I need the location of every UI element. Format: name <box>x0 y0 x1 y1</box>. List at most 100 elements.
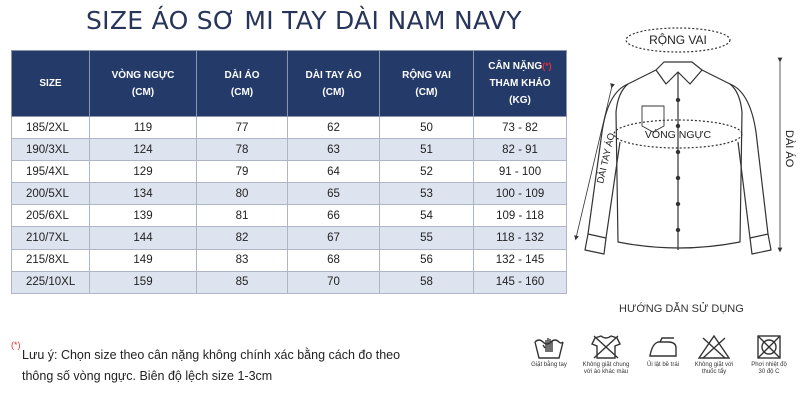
table-cell: 78 <box>196 138 288 162</box>
header-length: DÀI ÁO (CM) <box>196 50 288 117</box>
header-unit: (CM) <box>230 86 254 98</box>
hand-wash-icon <box>534 338 564 359</box>
no-dryer-icon <box>697 334 731 359</box>
length-label: DÀI ÁO <box>783 130 796 168</box>
care-item-hand-wash: Giặt bằng tay <box>520 334 578 369</box>
table-cell: 85 <box>196 270 288 294</box>
table-row: 200/5XL 134 80 65 53 100 - 109 <box>11 182 567 206</box>
table-cell: 124 <box>89 138 197 162</box>
header-label: DÀI TAY ÁO <box>305 69 362 81</box>
table-cell: 67 <box>287 226 380 250</box>
care-label-2: 30 độ C <box>758 369 780 375</box>
header-size: SIZE <box>11 50 90 117</box>
table-row: 210/7XL 144 82 67 55 118 - 132 <box>11 226 567 250</box>
table-cell: 144 <box>89 226 197 250</box>
care-label-2: với áo khác màu <box>583 369 629 375</box>
table-row: 225/10XL 159 85 70 58 145 - 160 <box>11 270 567 294</box>
table-cell: 66 <box>287 204 380 228</box>
table-cell: 55 <box>379 226 474 250</box>
header-unit: (CM) <box>415 86 438 98</box>
header-label: RỘNG VAI <box>402 69 451 81</box>
table-cell: 83 <box>196 248 288 272</box>
care-label: Ủi lật bề trái <box>646 362 679 368</box>
care-item-sun-dry: Phơi nhiệt độ 30 độ C <box>740 334 798 376</box>
table-row: 190/3XL 124 78 63 51 82 - 91 <box>11 138 567 162</box>
table-cell: 52 <box>379 160 474 184</box>
header-sleeve: DÀI TAY ÁO (CM) <box>287 50 380 117</box>
table-cell: 149 <box>89 248 197 272</box>
table-cell: 100 - 109 <box>473 182 567 206</box>
header-shoulder: RỘNG VAI (CM) <box>379 50 474 117</box>
required-mark: (*) <box>542 61 552 71</box>
table-cell: 80 <box>196 182 288 206</box>
table-cell: 82 - 91 <box>473 138 567 162</box>
table-cell: 64 <box>287 160 380 184</box>
care-label: Không giặt với thuốc tẩy <box>685 362 743 376</box>
table-cell: 81 <box>196 204 288 228</box>
header-label: DÀI ÁO <box>224 69 260 81</box>
no-mix-wash-icon <box>591 335 621 359</box>
shoulder-label: RỘNG VAI <box>649 32 707 47</box>
table-row: 205/6XL 139 81 66 54 109 - 118 <box>11 204 567 228</box>
table-cell: 210/7XL <box>11 226 90 250</box>
table-cell: 109 - 118 <box>473 204 567 228</box>
header-unit: (CM) <box>131 86 155 98</box>
header-unit: (CM) <box>322 86 345 98</box>
table-header-row: SIZE VÒNG NGỰC (CM) DÀI ÁO (CM) DÀI TAY ÁO… <box>11 50 567 117</box>
table-cell: 129 <box>89 160 197 184</box>
table-cell: 91 - 100 <box>473 160 567 184</box>
table-cell: 70 <box>287 270 380 294</box>
shirt-measure-diagram: RỘNG VAI VÒNG NGỰC DÀI TAY ÁO DÀI ÁO <box>568 22 800 262</box>
care-label-2: thuốc tẩy <box>701 369 727 375</box>
iron-icon <box>649 337 677 357</box>
table-cell: 200/5XL <box>11 182 90 206</box>
table-cell: 205/6XL <box>11 204 90 228</box>
note-mark: (*) <box>11 340 21 350</box>
table-cell: 82 <box>196 226 288 250</box>
table-cell: 185/2XL <box>11 115 90 140</box>
table-cell: 77 <box>196 115 288 140</box>
header-unit: (KG) <box>509 95 531 106</box>
table-cell: 68 <box>287 248 380 272</box>
size-table: SIZE VÒNG NGỰC (CM) DÀI ÁO (CM) DÀI TAY ÁO… <box>11 50 567 294</box>
table-cell: 58 <box>379 270 474 294</box>
table-cell: 54 <box>379 204 474 228</box>
header-chest: VÒNG NGỰC (CM) <box>89 50 197 117</box>
size-note: Lưu ý: Chọn size theo cân nặng không chí… <box>22 345 442 387</box>
care-item-iron: Ủi lật bề trái <box>634 334 692 369</box>
table-cell: 139 <box>89 204 197 228</box>
table-cell: 50 <box>379 115 474 140</box>
table-cell: 56 <box>379 248 474 272</box>
care-label: Giặt bằng tay <box>531 362 567 368</box>
care-label: Phơi nhiệt độ 30 độ C <box>740 362 798 376</box>
table-row: 215/8XL 149 83 68 56 132 - 145 <box>11 248 567 272</box>
header-weight: CÂN NẶNG(*) THAM KHẢO (KG) <box>473 50 567 117</box>
header-label: SIZE <box>39 78 62 89</box>
note-line-2: thông số vòng ngực. Biên độ lệch size 1-… <box>22 369 273 383</box>
table-cell: 195/4XL <box>11 160 90 184</box>
table-row: 195/4XL 129 79 64 52 91 - 100 <box>11 160 567 184</box>
header-label: CÂN NẶNG <box>488 61 543 72</box>
sun-dry-icon <box>757 335 781 359</box>
table-cell: 51 <box>379 138 474 162</box>
care-guide-title: HƯỚNG DẪN SỬ DỤNG <box>619 303 744 315</box>
care-label-1: Phơi nhiệt độ <box>751 362 787 368</box>
table-cell: 62 <box>287 115 380 140</box>
table-cell: 79 <box>196 160 288 184</box>
chest-label: VÒNG NGỰC <box>645 128 712 141</box>
page-title: SIZE ÁO SƠ MI TAY DÀI NAM NAVY <box>86 6 522 35</box>
table-cell: 53 <box>379 182 474 206</box>
header-label-2: THAM KHẢO <box>489 78 551 89</box>
table-cell: 159 <box>89 270 197 294</box>
care-label-1: Không giặt chung <box>582 362 630 368</box>
table-cell: 65 <box>287 182 380 206</box>
care-item-no-mix-wash: Không giặt chung với áo khác màu <box>577 334 635 376</box>
table-cell: 190/3XL <box>11 138 90 162</box>
care-label-1: Không giặt với <box>694 362 734 368</box>
care-label: Không giặt chung với áo khác màu <box>577 362 635 376</box>
table-cell: 119 <box>89 115 197 140</box>
table-cell: 215/8XL <box>11 248 90 272</box>
table-cell: 118 - 132 <box>473 226 567 250</box>
header-label: VÒNG NGỰC <box>111 69 175 81</box>
care-item-no-bleach: Không giặt với thuốc tẩy <box>685 334 743 376</box>
